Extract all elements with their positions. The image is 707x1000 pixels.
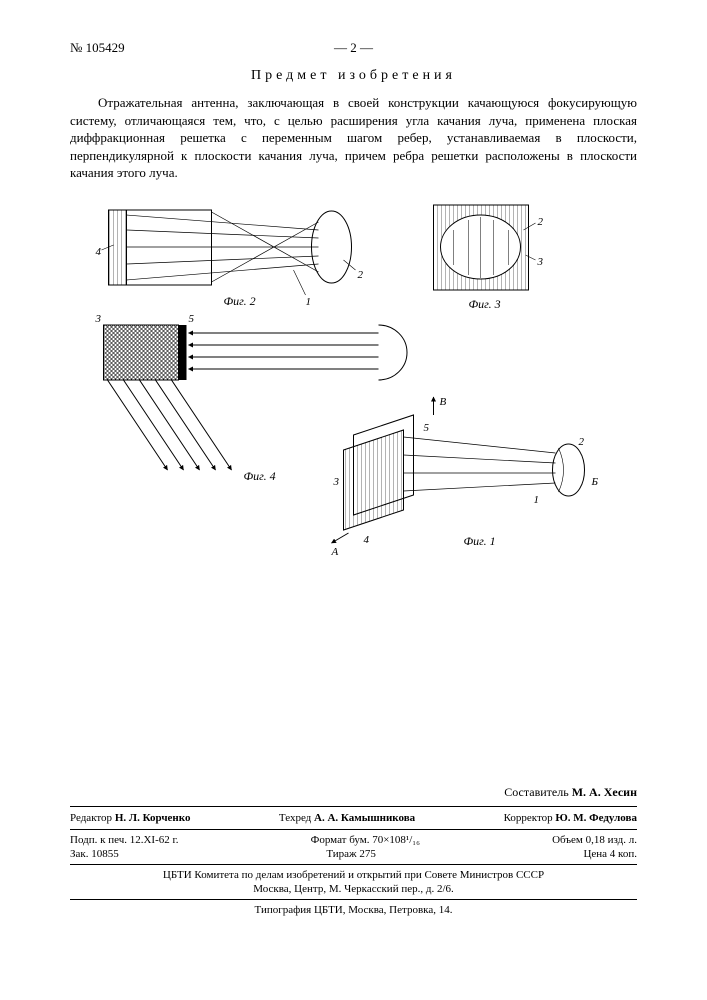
- fig1-callout-2: 2: [579, 436, 585, 448]
- fig2: 4 1 2 Фиг. 2: [96, 210, 364, 308]
- print-row-2: Зак. 10855 Тираж 275 Цена 4 коп.: [70, 847, 637, 861]
- fig2-callout-1: 1: [306, 296, 312, 308]
- fig4-callout-5: 5: [189, 313, 195, 325]
- print-tirazh: Тираж 275: [326, 848, 376, 860]
- fig2-callout-4: 4: [96, 246, 102, 258]
- fig3: 2 3 Фиг. 3: [434, 205, 544, 311]
- credits-row: Редактор Н. Л. Корченко Техред А. А. Кам…: [70, 810, 637, 826]
- claim-text: Отражательная антенна, заключающая в сво…: [70, 94, 637, 182]
- fig1-callout-1: 1: [534, 494, 540, 506]
- figures-svg: 4 1 2 Фиг. 2 2 3 Фиг. 3: [70, 200, 637, 560]
- page-number: — 2 —: [334, 40, 373, 56]
- fig3-callout-3: 3: [537, 256, 544, 268]
- fig1: В А 3 4 5 1 2 Б Фиг. 1: [331, 396, 599, 558]
- fig1-callout-Bk: Б: [591, 476, 599, 488]
- fig1-callout-4: 4: [364, 534, 370, 546]
- print-date: Подп. к печ. 12.XI-62 г.: [70, 834, 179, 846]
- print-format: Формат бум. 70×108¹/₁₆: [311, 834, 420, 846]
- compiler-label: Составитель: [504, 785, 568, 799]
- org-line-3: Типография ЦБТИ, Москва, Петровка, 14.: [70, 903, 637, 917]
- rule-1: [70, 806, 637, 807]
- rule-3: [70, 864, 637, 865]
- org-line-2: Москва, Центр, М. Черкасский пер., д. 2/…: [70, 882, 637, 896]
- section-title: Предмет изобретения: [70, 68, 637, 84]
- fig4-callout-3: 3: [95, 313, 102, 325]
- compiler-name: М. А. Хесин: [572, 785, 637, 799]
- fig2-callout-2: 2: [358, 269, 364, 281]
- doc-number: № 105429: [70, 40, 125, 56]
- fig1-label: Фиг. 1: [464, 534, 496, 548]
- rule-4: [70, 899, 637, 900]
- tech-editor: Техред А. А. Камышникова: [279, 812, 415, 824]
- fig1-callout-3: 3: [333, 476, 340, 488]
- page: № 105429 — 2 — № 105429 Предмет изобрете…: [0, 0, 707, 1000]
- compiler-line: Составитель М. А. Хесин: [70, 785, 637, 800]
- rule-2: [70, 829, 637, 830]
- fig1-callout-5: 5: [424, 422, 430, 434]
- fig3-callout-2: 2: [538, 216, 544, 228]
- org-line-1: ЦБТИ Комитета по делам изобретений и отк…: [70, 868, 637, 882]
- print-price: Цена 4 коп.: [583, 848, 637, 860]
- fig4-label: Фиг. 4: [244, 469, 276, 483]
- fig1-callout-A: А: [331, 546, 339, 558]
- fig3-label: Фиг. 3: [469, 297, 501, 311]
- fig2-label: Фиг. 2: [224, 294, 256, 308]
- corrector: Корректор Ю. М. Федулова: [504, 812, 637, 824]
- print-row-1: Подп. к печ. 12.XI-62 г. Формат бум. 70×…: [70, 833, 637, 847]
- page-header: № 105429 — 2 — № 105429: [70, 40, 637, 56]
- print-order: Зак. 10855: [70, 848, 119, 860]
- print-volume: Объем 0,18 изд. л.: [552, 834, 637, 846]
- fig1-callout-B: В: [440, 396, 447, 408]
- editor: Редактор Н. Л. Корченко: [70, 812, 190, 824]
